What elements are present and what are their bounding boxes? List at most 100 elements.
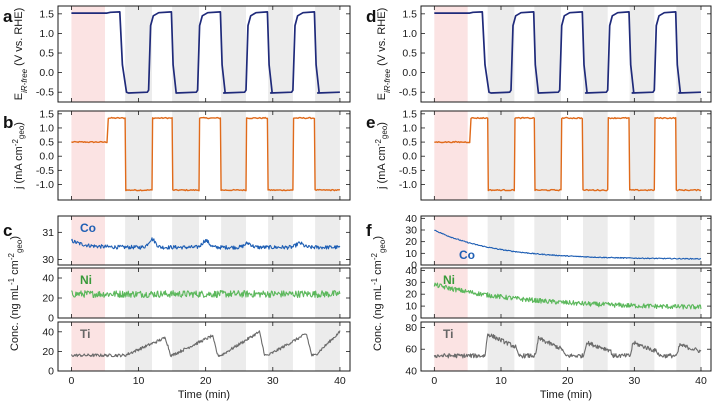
element-label: Ti	[80, 327, 90, 341]
axes-frame	[57, 215, 351, 266]
concentration-trace	[70, 330, 341, 358]
y-tick-label: -0.5	[399, 165, 417, 177]
axes-frame	[57, 5, 351, 103]
y-tick-label: 40	[405, 366, 417, 378]
gray-shading	[629, 111, 655, 200]
gray-shading	[534, 216, 561, 265]
y-tick-label: 1.0	[39, 122, 54, 134]
gray-shading	[487, 268, 515, 318]
y-tick-label: 1.0	[402, 28, 417, 40]
y-tick-label: 0.0	[402, 151, 417, 163]
panel-label: e	[366, 113, 375, 132]
y-tick-label: 0	[48, 366, 54, 378]
gray-shading	[583, 111, 608, 200]
gray-shading	[172, 6, 199, 102]
y-tick-label: 20	[405, 289, 417, 301]
panel-label: f	[366, 221, 372, 240]
panel-label: c	[3, 221, 12, 240]
y-tick-label: 0.0	[39, 67, 54, 79]
y-tick-label: 40	[405, 265, 417, 277]
gray-shading	[221, 111, 246, 200]
gray-shading	[221, 216, 246, 265]
gray-shading	[676, 322, 701, 371]
gray-shading	[629, 268, 655, 318]
axes-frame	[420, 5, 712, 103]
x-axis-label: Time (min)	[178, 389, 230, 401]
gray-shading	[172, 216, 199, 265]
gray-shading	[534, 6, 561, 102]
gray-shading	[629, 322, 655, 371]
gray-shading	[676, 216, 701, 265]
x-tick-label: 0	[431, 375, 437, 387]
gray-shading	[315, 216, 340, 265]
y-tick-label: 0.0	[402, 67, 417, 79]
y-tick-label: 80	[405, 322, 417, 334]
y-tick-label: 0.0	[39, 151, 54, 163]
axes-frame	[420, 267, 712, 319]
gray-shading	[125, 216, 152, 265]
y-tick-label: 1.0	[39, 28, 54, 40]
y-axis-label: j (mA cm-2geo)	[11, 122, 26, 190]
axes-frame	[57, 267, 351, 319]
gray-shading	[315, 111, 340, 200]
y-tick-label: 20	[42, 293, 54, 305]
gray-shading	[676, 111, 701, 200]
y-axis-label: Conc. (ng mL-1 cm-2geo)	[370, 236, 387, 351]
panel-label: d	[366, 7, 376, 26]
y-tick-label: 0.5	[402, 48, 417, 60]
y-tick-label: 40	[405, 213, 417, 225]
gray-shading	[315, 322, 340, 371]
gray-shading	[125, 6, 152, 102]
y-tick-label: 0.5	[402, 137, 417, 149]
gray-shading	[268, 216, 293, 265]
element-label: Ni	[443, 273, 455, 287]
y-tick-label: 10	[405, 248, 417, 260]
rest-shading	[71, 6, 105, 102]
rest-shading	[434, 6, 468, 102]
gray-shading	[172, 111, 199, 200]
panel-label: a	[3, 7, 13, 26]
gray-shading	[487, 111, 515, 200]
y-axis-label: j (mA cm-2geo)	[374, 122, 389, 190]
y-tick-label: -0.5	[399, 87, 417, 99]
y-tick-label: 0	[411, 260, 417, 272]
y-axis-label: Conc. (ng mL-1 cm-2geo)	[7, 236, 24, 351]
y-tick-label: 60	[405, 344, 417, 356]
element-label: Co	[459, 248, 475, 262]
axes-frame	[420, 215, 712, 266]
gray-shading	[125, 322, 152, 371]
x-tick-label: 40	[334, 375, 346, 387]
current-trace	[434, 116, 702, 192]
y-tick-label: 30	[405, 225, 417, 237]
y-tick-label: 20	[42, 346, 54, 358]
y-tick-label: 0.5	[39, 48, 54, 60]
concentration-trace	[70, 237, 341, 250]
y-tick-label: 20	[405, 236, 417, 248]
y-tick-label: 40	[42, 273, 54, 285]
element-label: Ni	[80, 273, 92, 287]
current-trace	[71, 116, 341, 192]
x-tick-label: 10	[133, 375, 145, 387]
gray-shading	[268, 111, 293, 200]
y-tick-label: 1.5	[402, 8, 417, 20]
x-tick-label: 0	[69, 375, 75, 387]
potential-trace	[434, 11, 702, 94]
element-label: Ti	[443, 327, 453, 341]
x-tick-label: 30	[628, 375, 640, 387]
y-tick-label: 0	[411, 313, 417, 325]
concentration-trace	[434, 229, 702, 260]
gray-shading	[534, 111, 561, 200]
gray-shading	[583, 322, 608, 371]
y-tick-label: 40	[42, 326, 54, 338]
gray-shading	[487, 6, 515, 102]
gray-shading	[268, 322, 293, 371]
y-axis-label: EiR-free (V vs. RHE)	[13, 8, 29, 100]
element-label: Co	[80, 221, 96, 235]
axes-frame	[57, 110, 351, 201]
y-tick-label: 31	[42, 227, 54, 239]
y-tick-label: 0	[48, 313, 54, 325]
rest-shading	[434, 111, 468, 200]
y-tick-label: -0.5	[36, 87, 54, 99]
x-tick-label: 30	[267, 375, 279, 387]
